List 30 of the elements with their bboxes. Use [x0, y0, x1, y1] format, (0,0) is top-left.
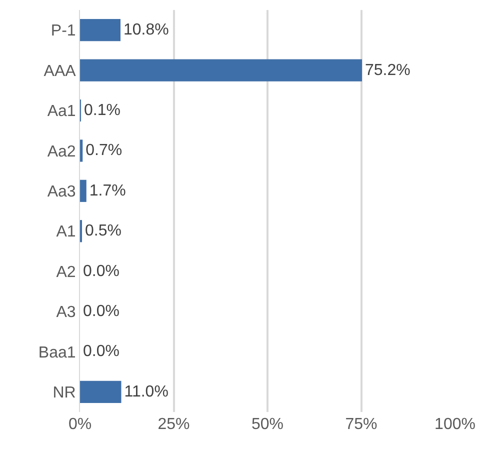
y-tick-label: A2 [56, 264, 76, 281]
data-label: 0.0% [83, 343, 120, 360]
y-tick-label: A1 [56, 224, 76, 241]
bar [80, 140, 83, 162]
y-tick-label: Aa3 [47, 184, 76, 200]
data-label: 0.7% [86, 142, 122, 160]
data-label: 11.0% [124, 383, 168, 400]
x-tick-label: 50% [251, 416, 284, 433]
x-tick-label: 75% [345, 416, 378, 433]
x-tick-label: 25% [158, 416, 190, 433]
data-label: 75.2% [365, 62, 410, 79]
y-tick-label: P-1 [50, 22, 76, 40]
data-label: 0.0% [83, 303, 120, 320]
y-tick-label: A3 [56, 304, 76, 322]
y-tick-label: Aa2 [47, 143, 76, 160]
y-tick-label: AAA [44, 62, 76, 80]
x-tick-label: 100% [434, 416, 476, 433]
x-tick-label: 0% [68, 416, 92, 433]
data-label: 1.7% [89, 182, 126, 200]
data-label: 10.8% [124, 22, 169, 39]
bar [80, 59, 362, 82]
data-label: 0.0% [83, 262, 120, 280]
y-tick-label: NR [52, 384, 76, 402]
data-label: 0.1% [84, 102, 120, 120]
bar [80, 380, 122, 403]
data-label: 0.5% [85, 222, 122, 240]
bar [80, 180, 86, 202]
y-tick-label: Aa1 [47, 103, 76, 120]
bar [80, 19, 120, 42]
y-tick-label: Baa1 [38, 344, 76, 362]
